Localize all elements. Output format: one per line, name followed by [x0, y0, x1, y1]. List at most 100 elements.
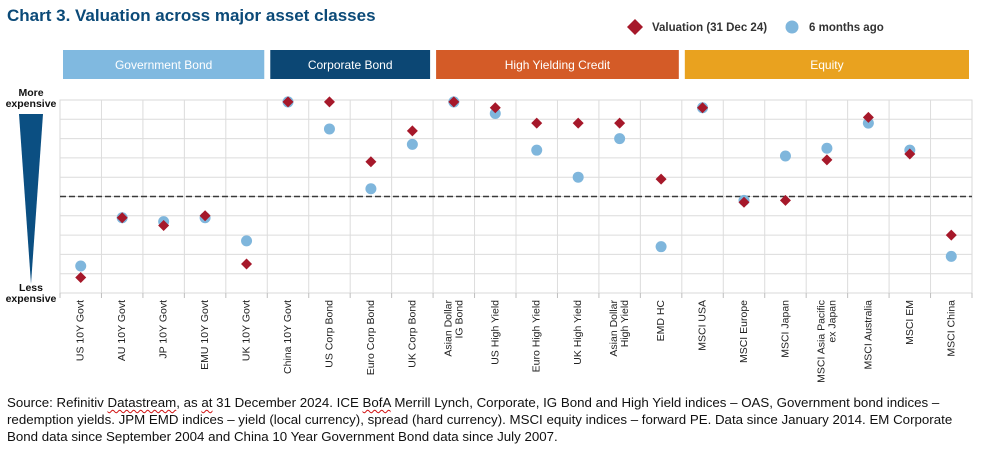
footnote-text: , as	[176, 395, 202, 410]
category-label: China 10Y Govt	[282, 300, 294, 374]
category-label: MSCI Europe	[738, 300, 750, 363]
group-header-bar	[684, 50, 969, 79]
point-valuation-31-dec-24	[904, 148, 916, 160]
category-label-line: Asian Dollar	[608, 299, 620, 356]
category-label: MSCI USA	[697, 300, 709, 351]
category-label-line: Euro Corp Bond	[365, 300, 377, 375]
category-label-line: MSCI USA	[697, 300, 709, 351]
category-label: US Corp Bond	[323, 300, 335, 368]
category-label: EMD HC	[655, 300, 667, 342]
category-label-line: US High Yield	[489, 300, 501, 365]
point-valuation-31-dec-24	[365, 156, 377, 168]
point-valuation-31-dec-24	[531, 117, 543, 129]
category-label-line: EMD HC	[655, 300, 667, 342]
point-valuation-31-dec-24	[489, 102, 501, 114]
category-label: EMU 10Y Govt	[199, 300, 211, 370]
category-label-line: MSCI Asia Pacific	[815, 300, 827, 383]
category-label-line: MSCI Japan	[779, 300, 791, 358]
category-label-line: MSCI Australia	[862, 300, 874, 370]
point-valuation-31-dec-24	[116, 212, 128, 224]
category-label: Asian DollarIG Bond	[442, 299, 465, 356]
category-label: UK Corp Bond	[406, 300, 418, 368]
point-6-months-ago	[531, 144, 543, 156]
point-valuation-31-dec-24	[241, 258, 253, 270]
group-header-label: High Yielding Credit	[505, 58, 611, 72]
group-header-bar	[270, 50, 431, 79]
group-header-bar	[436, 50, 679, 79]
category-label: Euro High Yield	[531, 300, 543, 373]
point-valuation-31-dec-24	[614, 117, 626, 129]
category-label: MSCI EM	[904, 300, 916, 345]
point-valuation-31-dec-24	[945, 229, 957, 241]
y-axis-bottom-label-word: expensive	[6, 293, 57, 305]
group-header-label: Government Bond	[115, 58, 212, 72]
category-label-line: China 10Y Govt	[282, 300, 294, 374]
category-label: Euro Corp Bond	[365, 300, 377, 375]
point-6-months-ago	[75, 260, 87, 272]
footnote: Source: Refinitiv Datastream, as at 31 D…	[7, 394, 972, 445]
point-6-months-ago	[323, 123, 335, 135]
category-label-line: UK 10Y Govt	[241, 300, 253, 361]
point-valuation-31-dec-24	[572, 117, 584, 129]
footnote-text: Source: Refinitiv	[7, 395, 108, 410]
category-label-line: ex Japan	[826, 300, 838, 343]
legend-marker-circle	[785, 20, 799, 34]
valuation-chart: More expensive Less expensive Government Bon…	[6, 19, 973, 383]
category-label-line: UK Corp Bond	[406, 300, 418, 368]
category-label: JP 10Y Govt	[158, 300, 170, 359]
category-label-line: High Yield	[619, 300, 631, 347]
category-label-line: EMU 10Y Govt	[199, 300, 211, 370]
category-label-line: Euro High Yield	[531, 300, 543, 373]
point-6-months-ago	[365, 183, 377, 195]
category-label: Asian DollarHigh Yield	[608, 299, 631, 356]
y-axis-top-label: More expensive	[6, 87, 57, 110]
point-6-months-ago	[821, 142, 833, 154]
point-6-months-ago	[489, 108, 501, 120]
point-valuation-31-dec-24	[158, 219, 170, 231]
category-label-line: US 10Y Govt	[75, 300, 87, 361]
point-6-months-ago	[406, 138, 418, 150]
point-valuation-31-dec-24	[821, 154, 833, 166]
footnote-text: 31 December 2024. ICE	[212, 395, 363, 410]
category-label: US 10Y Govt	[75, 300, 87, 361]
group-header-bar	[63, 50, 265, 79]
category-label-line: MSCI China	[945, 300, 957, 357]
legend-label: Valuation (31 Dec 24)	[652, 22, 767, 34]
category-label-line: Asian Dollar	[442, 299, 454, 356]
category-label-line: UK High Yield	[572, 300, 584, 365]
point-6-months-ago	[945, 250, 957, 262]
point-6-months-ago	[241, 235, 253, 247]
footnote-text: at	[201, 395, 213, 410]
category-label: UK 10Y Govt	[241, 300, 253, 361]
category-label-line: IG Bond	[453, 300, 465, 339]
group-header-label: Equity	[810, 58, 843, 72]
category-label-line: MSCI Europe	[738, 300, 750, 363]
category-label-line: US Corp Bond	[323, 300, 335, 368]
point-valuation-31-dec-24	[697, 102, 709, 114]
point-valuation-31-dec-24	[323, 96, 335, 108]
point-valuation-31-dec-24	[448, 96, 460, 108]
group-header-label: Corporate Bond	[308, 58, 393, 72]
point-6-months-ago	[779, 150, 791, 162]
chart-title: Chart 3. Valuation across major asset cl…	[7, 6, 376, 25]
category-label: MSCI Australia	[862, 300, 874, 370]
point-valuation-31-dec-24	[199, 210, 211, 222]
point-valuation-31-dec-24	[738, 196, 750, 208]
category-label: AU 10Y Govt	[116, 300, 128, 361]
category-label: MSCI Asia Pacificex Japan	[815, 300, 838, 383]
point-6-months-ago	[862, 117, 874, 129]
category-label-line: MSCI EM	[904, 300, 916, 345]
y-axis-top-label-word: expensive	[6, 98, 57, 110]
point-valuation-31-dec-24	[862, 111, 874, 123]
point-valuation-31-dec-24	[75, 272, 87, 284]
category-label: UK High Yield	[572, 300, 584, 365]
footnote-text: Datastream	[107, 395, 177, 410]
category-label: US High Yield	[489, 300, 501, 365]
point-valuation-31-dec-24	[655, 173, 667, 185]
legend-label: 6 months ago	[809, 22, 884, 34]
point-valuation-31-dec-24	[282, 96, 294, 108]
y-axis-bottom-label: Less expensive	[6, 282, 57, 305]
expensive-indicator	[19, 114, 43, 284]
point-6-months-ago	[655, 241, 667, 253]
category-label: MSCI China	[945, 300, 957, 357]
